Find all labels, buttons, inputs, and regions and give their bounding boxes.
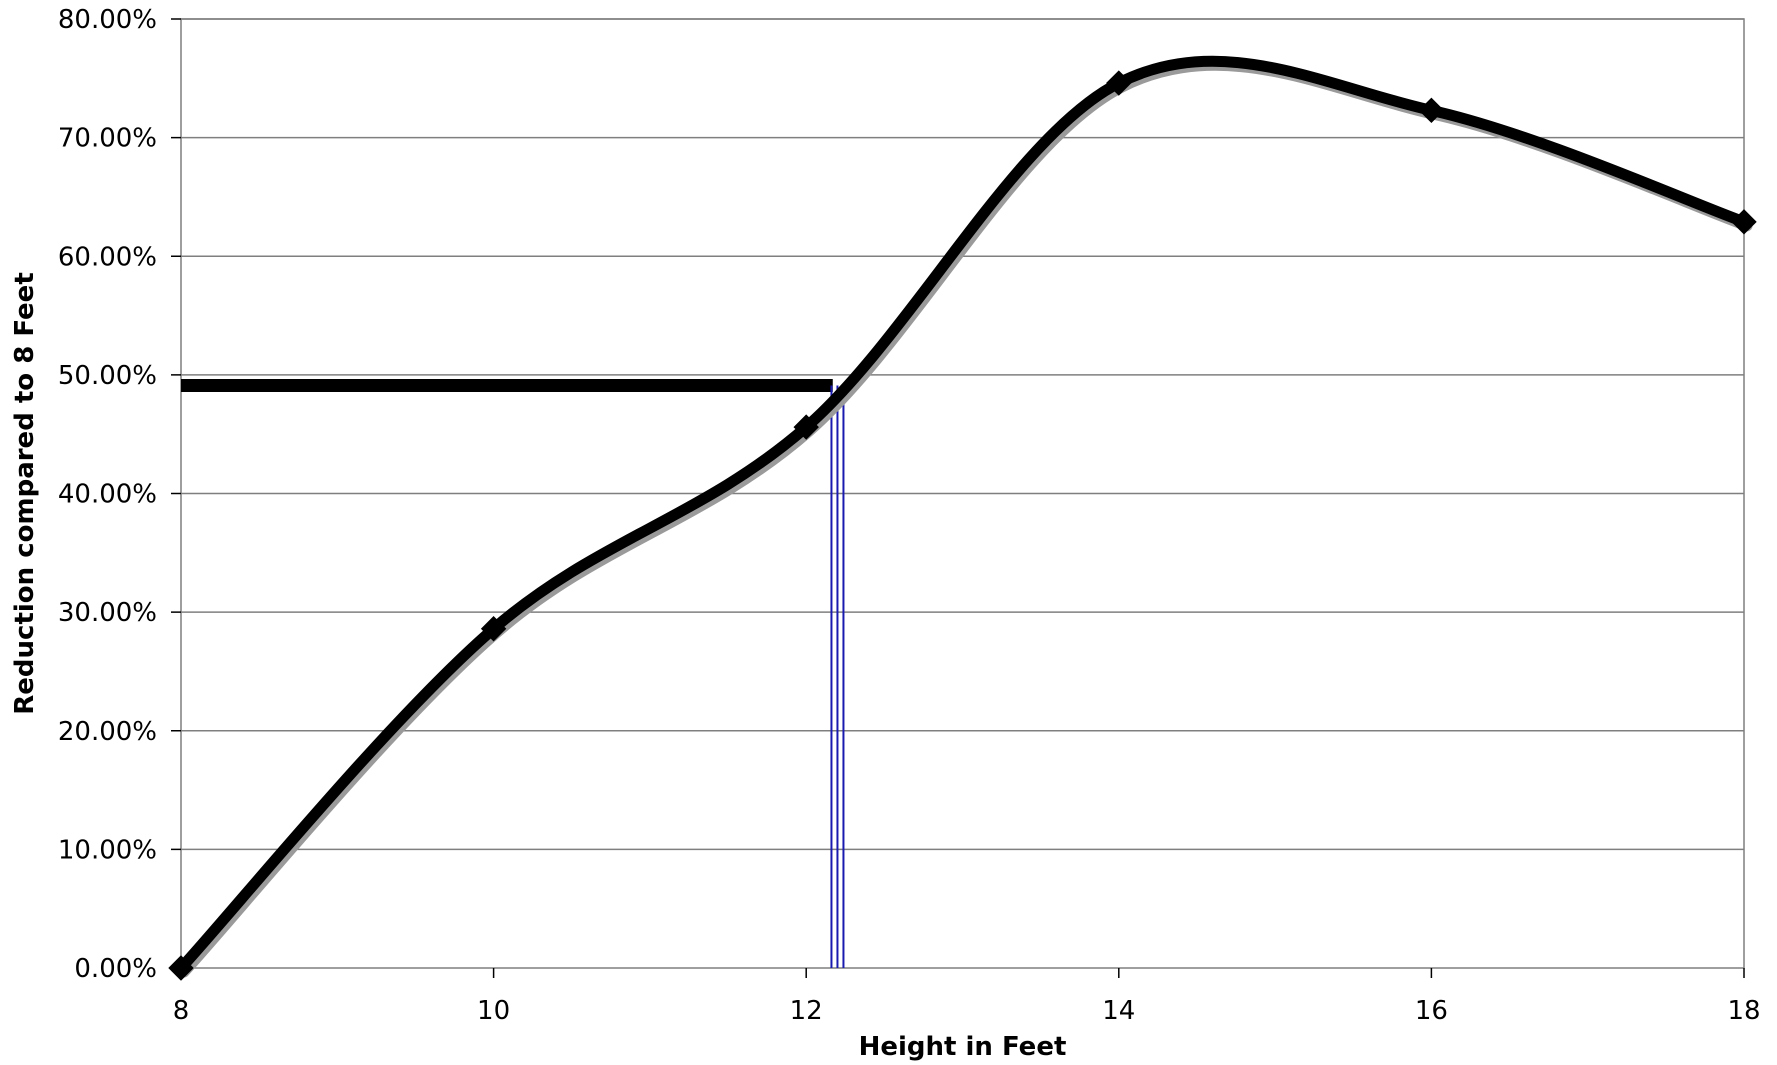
series-layer xyxy=(168,55,1757,981)
y-tick-label: 50.00% xyxy=(58,361,157,391)
x-tick-label: 12 xyxy=(790,996,823,1026)
data-point-marker xyxy=(1418,97,1445,124)
y-tick-label: 30.00% xyxy=(58,598,157,628)
y-tick-label: 80.00% xyxy=(58,5,157,35)
data-point-marker xyxy=(793,414,819,440)
y-tick-label: 10.00% xyxy=(58,835,157,865)
y-tick-label: 20.00% xyxy=(58,717,157,747)
y-axis-tick-labels: 0.00% 10.00% 20.00% 30.00% 40.00% 50.00% 60.00… xyxy=(58,5,181,984)
y-tick-label: 40.00% xyxy=(58,480,157,510)
x-axis-title: Height in Feet xyxy=(859,1032,1067,1062)
reference-lines xyxy=(181,379,845,968)
data-point-marker xyxy=(168,955,194,981)
x-tick-label: 10 xyxy=(477,996,510,1026)
x-tick-label: 16 xyxy=(1415,996,1448,1026)
y-axis-title: Reduction compared to 8 Feet xyxy=(10,272,40,714)
x-tick-label: 8 xyxy=(173,996,190,1026)
data-point-marker xyxy=(1106,70,1132,96)
series-line xyxy=(175,55,1750,974)
x-axis-tick-labels: 8 10 12 14 16 18 xyxy=(173,968,1761,1026)
y-tick-label: 70.00% xyxy=(58,124,157,154)
y-tick-label: 60.00% xyxy=(58,242,157,272)
x-tick-label: 14 xyxy=(1102,996,1135,1026)
data-point-marker xyxy=(1731,209,1757,235)
y-tick-label: 0.00% xyxy=(74,954,157,984)
x-tick-label: 18 xyxy=(1727,996,1760,1026)
data-point-marker xyxy=(480,616,507,642)
